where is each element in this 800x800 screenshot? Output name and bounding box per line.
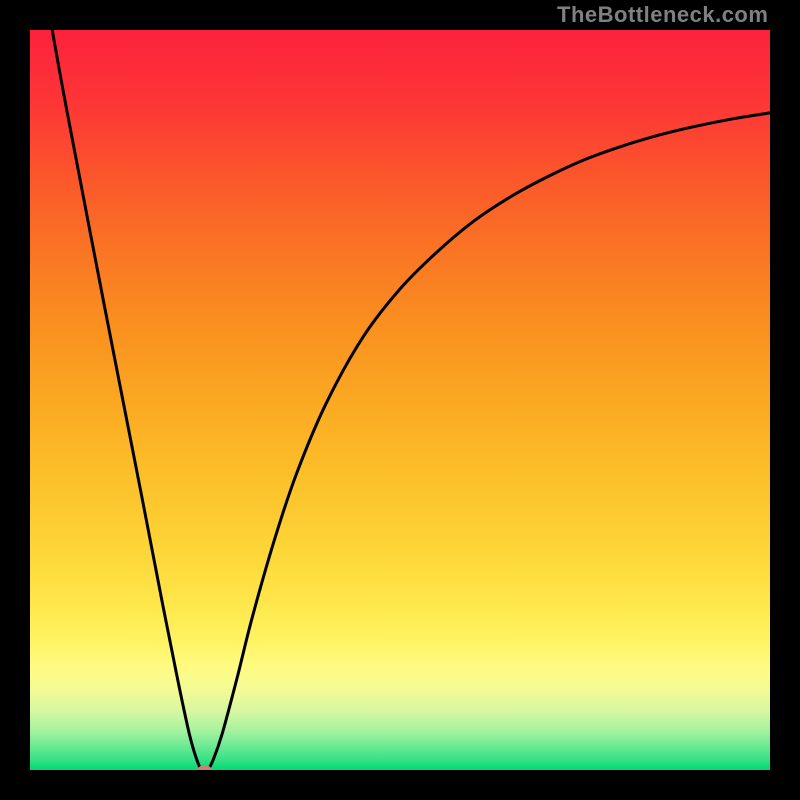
chart-svg (0, 0, 800, 800)
bottleneck-curve (52, 30, 770, 771)
chart-container: { "watermark": { "text": "TheBottleneck.… (0, 0, 800, 800)
minimum-marker (198, 765, 212, 775)
